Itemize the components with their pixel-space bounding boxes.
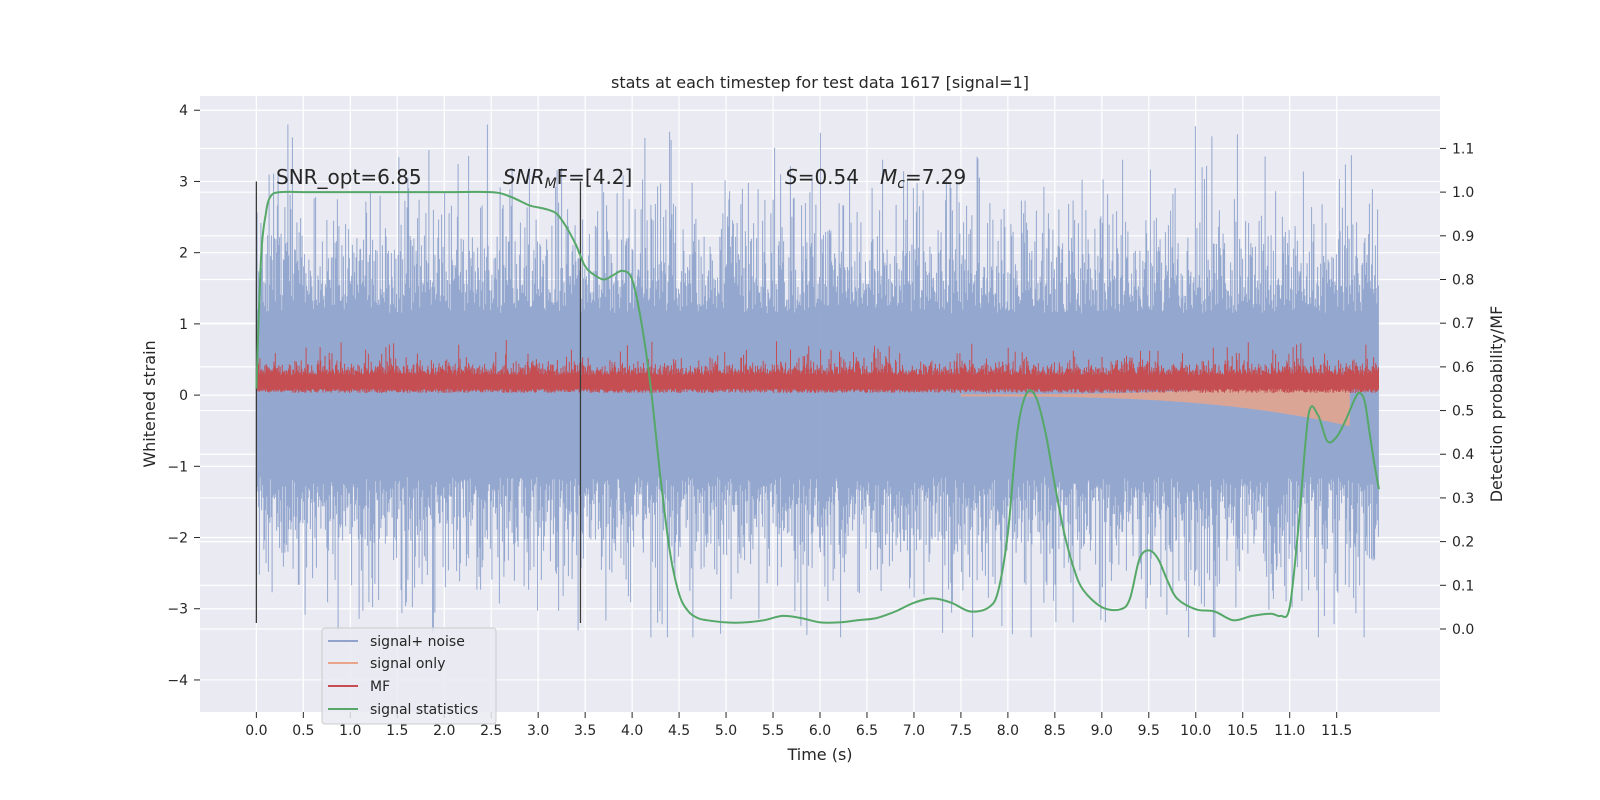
x-tick-label: 3.5: [574, 723, 596, 739]
x-tick-label: 6.0: [809, 723, 831, 739]
x-tick-label: 9.5: [1138, 723, 1160, 739]
legend-box: [321, 627, 497, 725]
x-tick-label: 11.0: [1274, 723, 1305, 739]
y-left-tick-label: 0: [179, 388, 188, 404]
y-right-tick-label: 0.5: [1452, 404, 1474, 420]
y-right-tick-label: 0.2: [1452, 535, 1474, 551]
y-left-tick-label: 4: [179, 103, 188, 119]
y-left-tick-label: −1: [167, 459, 188, 475]
x-tick-label: 11.5: [1321, 723, 1352, 739]
x-tick-label: 10.0: [1180, 723, 1211, 739]
x-tick-label: 1.5: [386, 723, 408, 739]
x-tick-label: 7.5: [950, 723, 972, 739]
annotation-snr-mf: SNRMF=[4.2]: [503, 165, 632, 192]
x-tick-label: 5.5: [762, 723, 784, 739]
y-left-tick-label: −2: [167, 531, 188, 547]
x-tick-label: 8.0: [997, 723, 1019, 739]
legend-label-signal-statistics: signal statistics: [370, 702, 478, 718]
axis-ticks: 0.0 0.5 1.0 1.5 2.0 2.5 3.0 3.5 4.0 4.5 5.0 5.5 6.0 6…: [167, 103, 1474, 739]
annotation-snr-opt: SNR_opt=6.85: [276, 165, 422, 189]
x-tick-label: 0.0: [245, 723, 267, 739]
x-tick-label: 3.0: [527, 723, 549, 739]
x-tick-label: 4.5: [668, 723, 690, 739]
y-right-tick-label: 0.9: [1452, 229, 1474, 245]
x-tick-label: 8.5: [1044, 723, 1066, 739]
y-right-tick-label: 0.3: [1452, 491, 1474, 507]
x-tick-label: 9.0: [1091, 723, 1113, 739]
y-axis-left-label: Whitened strain: [140, 340, 159, 467]
x-tick-label: 2.5: [480, 723, 502, 739]
legend-label-mf: MF: [370, 679, 390, 695]
x-tick-label: 10.5: [1227, 723, 1258, 739]
legend-label-signal-noise: signal+ noise: [370, 634, 465, 650]
y-left-tick-label: −3: [167, 602, 188, 618]
annotation-s: S=0.54: [785, 165, 859, 189]
y-right-tick-label: 0.4: [1452, 447, 1474, 463]
legend: signal+ noise signal only MF signal stat…: [321, 627, 497, 725]
y-left-tick-label: 2: [179, 246, 188, 262]
y-left-tick-label: −4: [167, 673, 188, 689]
x-axis-label: Time (s): [786, 745, 852, 764]
annotation-mc: Mc=7.29: [880, 165, 966, 192]
x-tick-label: 4.0: [621, 723, 643, 739]
x-tick-label: 7.0: [903, 723, 925, 739]
x-tick-label: 2.0: [433, 723, 455, 739]
y-right-tick-label: 0.6: [1452, 360, 1474, 376]
y-left-tick-label: 3: [179, 174, 188, 190]
y-left-tick-label: 1: [179, 317, 188, 333]
signal-statistics-series: [255, 190, 1380, 624]
chart-title: stats at each timestep for test data 161…: [611, 73, 1029, 92]
y-right-tick-label: 0.0: [1452, 622, 1474, 638]
legend-label-signal-only: signal only: [370, 656, 445, 672]
x-tick-label: 0.5: [292, 723, 314, 739]
x-tick-label: 6.5: [856, 723, 878, 739]
y-right-tick-label: 0.8: [1452, 272, 1474, 288]
y-right-tick-label: 1.0: [1452, 185, 1474, 201]
signal-statistics-trace: [255, 190, 1380, 624]
y-right-tick-label: 1.1: [1452, 141, 1474, 157]
y-axis-right-label: Detection probability/MF: [1487, 306, 1506, 503]
y-right-tick-label: 0.7: [1452, 316, 1474, 332]
x-tick-label: 5.0: [715, 723, 737, 739]
x-tick-label: 1.0: [339, 723, 361, 739]
y-right-tick-label: 0.1: [1452, 578, 1474, 594]
